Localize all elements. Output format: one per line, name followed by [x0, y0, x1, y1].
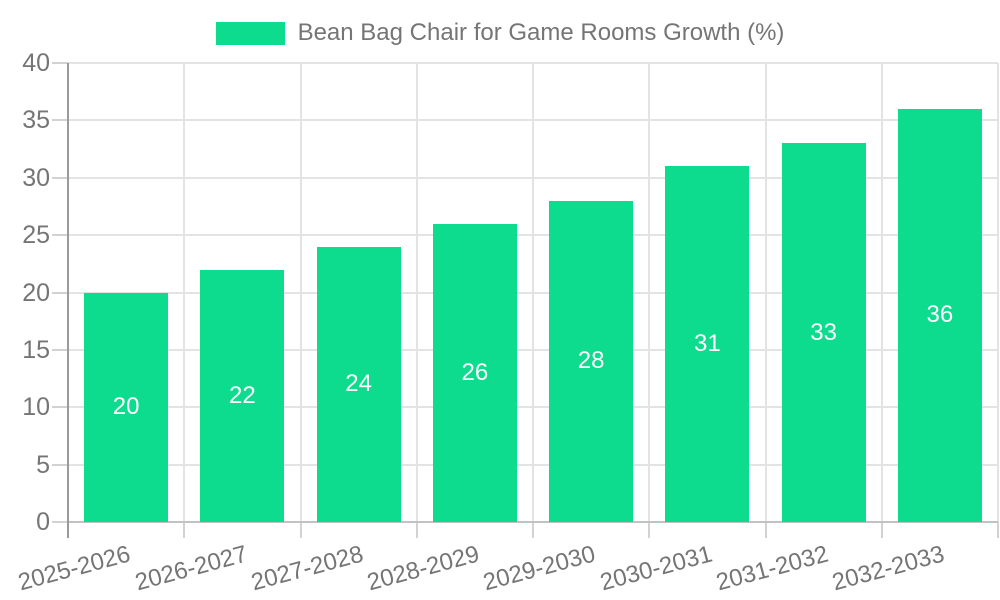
v-gridline — [764, 63, 767, 522]
y-tick-label: 5 — [36, 450, 50, 479]
v-gridline — [183, 63, 186, 522]
v-gridline — [299, 63, 302, 522]
x-axis-tick — [764, 522, 767, 538]
y-tick-label: 10 — [22, 393, 50, 422]
x-axis-tick — [648, 522, 651, 538]
bar — [200, 269, 285, 522]
y-axis-tick — [52, 234, 68, 237]
y-tick-label: 15 — [22, 335, 50, 364]
y-axis-tick — [52, 119, 68, 122]
bar — [84, 292, 169, 522]
x-axis-tick — [183, 522, 186, 538]
x-axis-tick — [299, 522, 302, 538]
legend-label: Bean Bag Chair for Game Rooms Growth (%) — [297, 19, 785, 46]
y-axis-tick — [52, 463, 68, 466]
bar — [665, 166, 750, 522]
bar-value-label: 26 — [461, 358, 489, 386]
bar — [316, 246, 401, 522]
x-tick-label: 2031-2032 — [713, 540, 831, 597]
x-tick-label: 2028-2029 — [364, 540, 483, 597]
bar-value-label: 24 — [345, 370, 372, 398]
bar-value-label: 28 — [577, 347, 605, 375]
x-axis-tick — [532, 522, 534, 538]
x-tick-label: 2026-2027 — [131, 540, 250, 597]
x-axis-tick — [997, 522, 999, 538]
x-axis-tick — [415, 522, 418, 538]
x-tick-label: 2030-2031 — [596, 540, 715, 597]
y-tick-label: 30 — [22, 163, 50, 192]
y-tick-label: 35 — [22, 106, 50, 135]
x-tick-label: 2027-2028 — [248, 540, 366, 597]
y-tick-label: 0 — [36, 508, 50, 536]
bar-value-label: 33 — [810, 318, 837, 346]
x-tick-label: 2032-2033 — [829, 540, 948, 597]
v-gridline — [415, 63, 418, 522]
x-tick-label: 2025-2026 — [15, 540, 134, 597]
x-tick-label: 2029-2030 — [480, 540, 599, 597]
v-gridline — [880, 63, 883, 522]
y-axis-tick — [52, 176, 68, 179]
bar — [897, 108, 982, 522]
bar — [549, 200, 634, 522]
bar-value-label: 31 — [694, 330, 721, 358]
y-tick-label: 25 — [22, 221, 50, 250]
v-gridline — [648, 63, 651, 522]
bar-value-label: 22 — [229, 381, 256, 409]
y-axis-tick — [52, 406, 68, 409]
y-axis-line — [67, 63, 69, 538]
x-axis-tick — [880, 522, 883, 538]
v-gridline — [997, 63, 999, 522]
y-axis-tick — [52, 291, 68, 294]
v-gridline — [532, 63, 534, 522]
bar-value-label: 36 — [926, 301, 954, 329]
y-axis-tick — [52, 521, 68, 523]
bar — [432, 223, 517, 522]
y-axis-tick — [52, 348, 68, 351]
y-axis-tick — [52, 62, 68, 64]
legend: Bean Bag Chair for Game Rooms Growth (%) — [0, 19, 1000, 47]
legend-swatch — [215, 21, 285, 45]
y-tick-label: 40 — [22, 49, 50, 77]
y-tick-label: 20 — [22, 278, 50, 307]
bar-value-label: 20 — [112, 393, 140, 421]
bar — [781, 143, 866, 522]
x-axis-line — [68, 521, 998, 523]
